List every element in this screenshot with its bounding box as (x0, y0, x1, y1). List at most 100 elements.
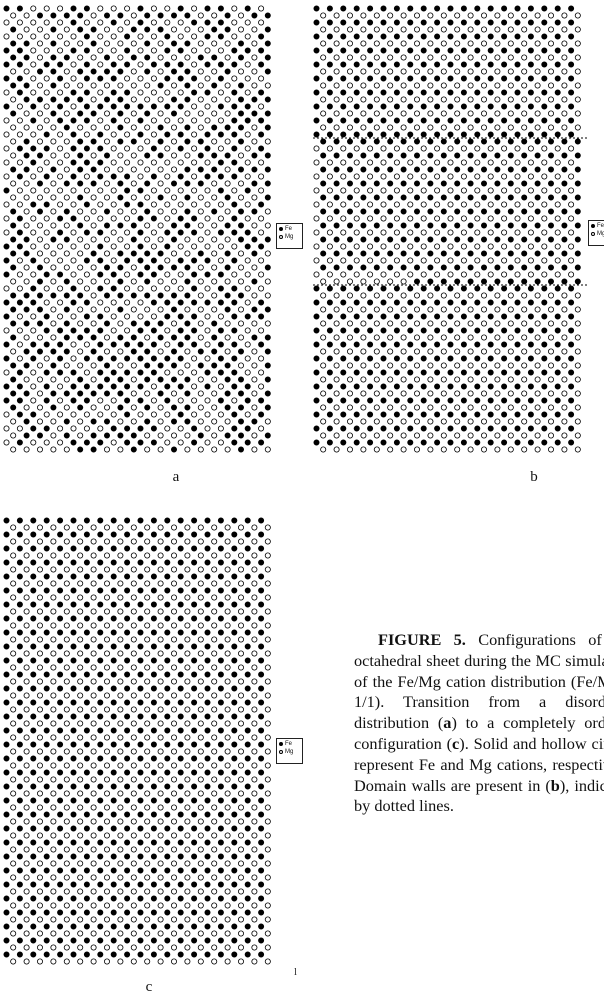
fe-cation (360, 208, 367, 215)
mg-cation (251, 902, 258, 909)
mg-cation (110, 187, 117, 194)
mg-cation (373, 348, 380, 355)
fe-cation (124, 713, 131, 720)
fe-cation (124, 951, 131, 958)
fe-cation (527, 131, 534, 138)
fe-cation (561, 222, 568, 229)
mg-cation (467, 446, 474, 453)
mg-cation (251, 818, 258, 825)
mg-cation (184, 860, 191, 867)
fe-cation (507, 194, 514, 201)
fe-cation (30, 657, 37, 664)
mg-cation (90, 902, 97, 909)
mg-cation (90, 874, 97, 881)
mg-cation (90, 818, 97, 825)
mg-cation (237, 804, 244, 811)
mg-cation (400, 376, 407, 383)
fe-cation (367, 383, 374, 390)
mg-cation (224, 594, 231, 601)
fe-cation (527, 19, 534, 26)
mg-cation (467, 432, 474, 439)
mg-cation (264, 720, 271, 727)
mg-cation (440, 376, 447, 383)
fe-cation (204, 881, 211, 888)
mg-cation (574, 292, 581, 299)
fe-cation (137, 811, 144, 818)
mg-cation (414, 96, 421, 103)
mg-cation (104, 124, 111, 131)
fe-cation (37, 278, 44, 285)
mg-cation (157, 278, 164, 285)
mg-cation (264, 888, 271, 895)
fe-cation (97, 159, 104, 166)
mg-cation (454, 68, 461, 75)
mg-cation (251, 916, 258, 923)
mg-cation (554, 229, 561, 236)
mg-cation (211, 250, 218, 257)
mg-cation (23, 818, 30, 825)
fe-cation (83, 117, 90, 124)
mg-cation (313, 187, 320, 194)
mg-cation (197, 194, 204, 201)
mg-cation (258, 327, 265, 334)
mg-cation (427, 348, 434, 355)
fe-cation (124, 797, 131, 804)
panel-c-lattice (3, 517, 271, 965)
fe-cation (23, 54, 30, 61)
fe-cation (43, 951, 50, 958)
fe-cation (217, 75, 224, 82)
mg-cation (37, 692, 44, 699)
fe-cation (440, 138, 447, 145)
mg-cation (393, 145, 400, 152)
mg-cation (197, 776, 204, 783)
mg-cation (224, 580, 231, 587)
mg-cation (50, 524, 57, 531)
fe-cation (264, 12, 271, 19)
mg-cation (440, 96, 447, 103)
mg-cation (10, 790, 17, 797)
fe-cation (97, 685, 104, 692)
fe-cation (420, 285, 427, 292)
fe-cation (320, 222, 327, 229)
mg-cation (507, 376, 514, 383)
fe-cation (360, 222, 367, 229)
mg-cation (414, 306, 421, 313)
mg-cation (37, 818, 44, 825)
mg-cation (353, 145, 360, 152)
mg-cation (70, 103, 77, 110)
fe-cation (3, 699, 10, 706)
mg-cation (400, 278, 407, 285)
mg-cation (447, 201, 454, 208)
mg-cation (117, 734, 124, 741)
fe-cation (97, 145, 104, 152)
mg-cation (10, 138, 17, 145)
mg-cation (90, 82, 97, 89)
fe-cation (387, 194, 394, 201)
fe-cation (574, 138, 581, 145)
mg-cation (224, 180, 231, 187)
fe-cation (547, 166, 554, 173)
fe-cation (30, 881, 37, 888)
fe-cation (204, 573, 211, 580)
caption-ref-b: b (550, 775, 560, 795)
fe-cation (547, 208, 554, 215)
mg-cation (360, 348, 367, 355)
mg-cation (244, 215, 251, 222)
mg-cation (393, 271, 400, 278)
fe-cation (90, 390, 97, 397)
mg-cation (251, 222, 258, 229)
fe-cation (197, 250, 204, 257)
fe-cation (104, 390, 111, 397)
fe-cation (414, 250, 421, 257)
fe-cation (474, 33, 481, 40)
fe-cation (204, 629, 211, 636)
fe-cation (3, 727, 10, 734)
fe-cation (360, 166, 367, 173)
mg-cation (177, 243, 184, 250)
fe-cation (474, 5, 481, 12)
fe-cation (217, 229, 224, 236)
mg-cation (373, 446, 380, 453)
fe-cation (30, 425, 37, 432)
mg-cation (63, 832, 70, 839)
fe-cation (144, 12, 151, 19)
